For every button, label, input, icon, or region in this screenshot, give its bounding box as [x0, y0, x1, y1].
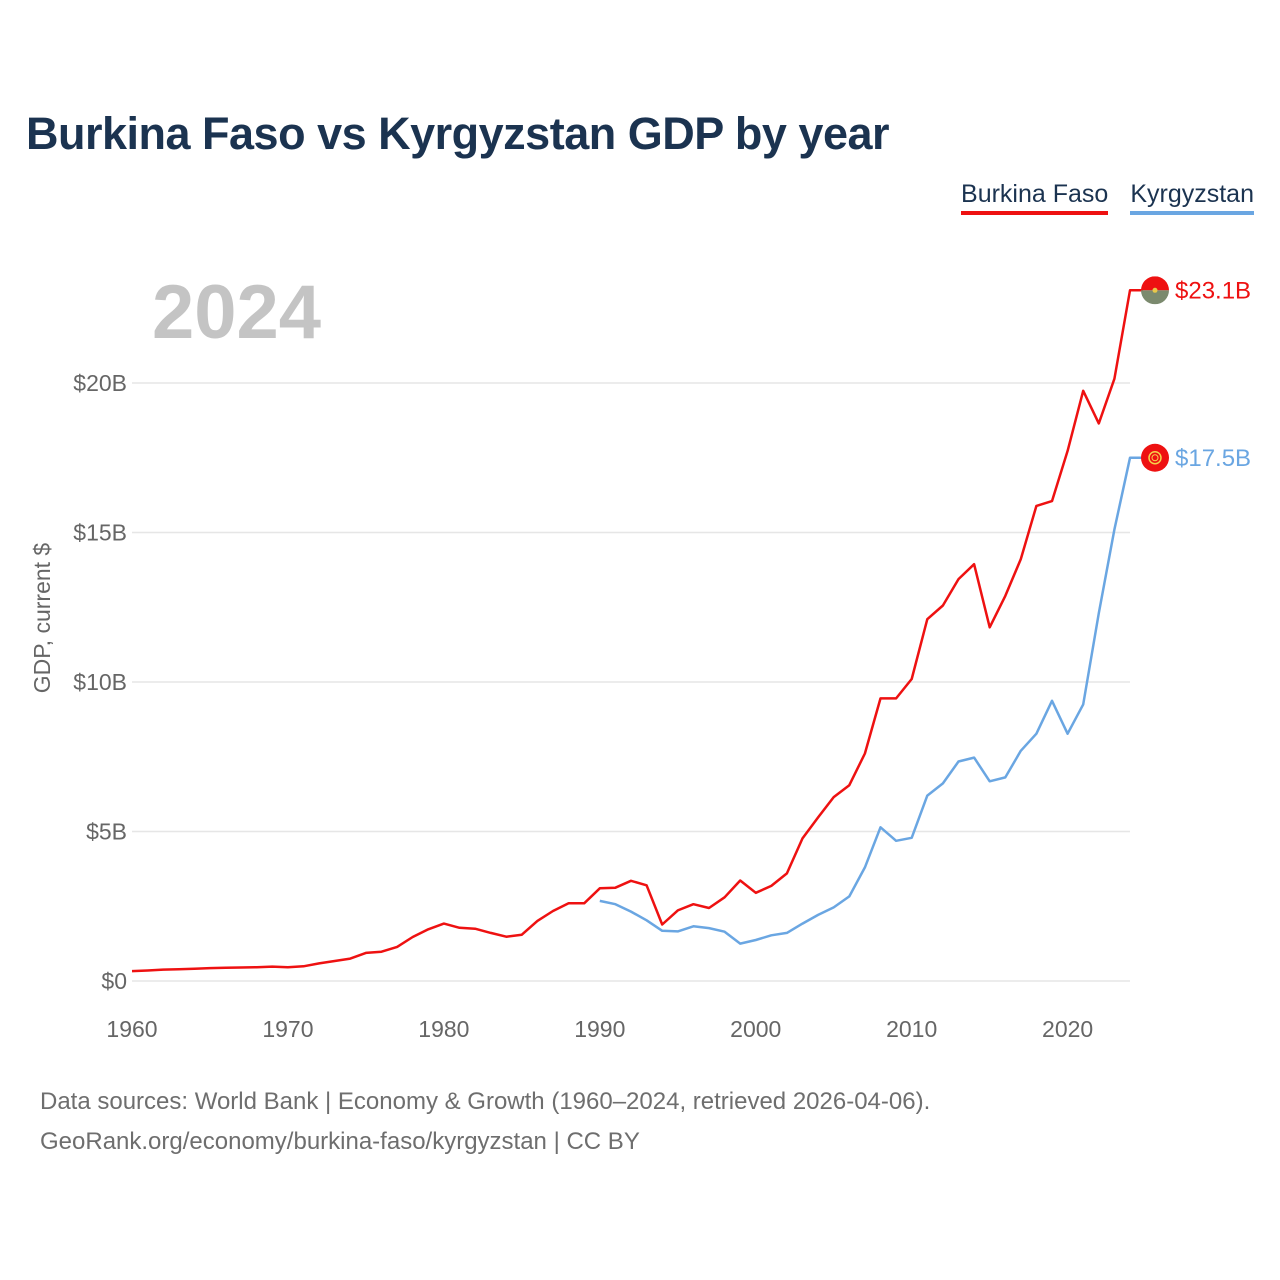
- x-tick-label: 1960: [106, 1016, 157, 1042]
- legend-item-kyrgyzstan[interactable]: Kyrgyzstan: [1130, 180, 1254, 215]
- y-tick-label: $0: [101, 968, 127, 994]
- x-tick-label: 2010: [886, 1016, 937, 1042]
- footer-link[interactable]: GeoRank.org/economy/burkina-faso/kyrgyzs…: [40, 1128, 640, 1155]
- x-tick-label: 2000: [730, 1016, 781, 1042]
- burkina-faso-flag-icon: [1141, 276, 1169, 305]
- kyrgyzstan-flag-icon: [1141, 443, 1169, 472]
- end-value-label-kyrgyzstan: $17.5B: [1175, 445, 1251, 472]
- x-tick-label: 2020: [1042, 1016, 1093, 1042]
- series-line-kyrgyzstan: [599, 456, 1143, 945]
- chart-legend: Burkina Faso Kyrgyzstan: [961, 180, 1254, 215]
- footer-sources: Data sources: World Bank | Economy & Gro…: [40, 1088, 931, 1115]
- y-axis-title: GDP, current $: [29, 543, 55, 694]
- legend-item-burkina-faso[interactable]: Burkina Faso: [961, 180, 1109, 215]
- footer: Data sources: World Bank | Economy & Gro…: [40, 1082, 930, 1162]
- x-tick-label: 1980: [418, 1016, 469, 1042]
- x-tick-label: 1990: [574, 1016, 625, 1042]
- end-value-label-burkina-faso: $23.1B: [1175, 277, 1251, 304]
- x-tick-label: 1970: [262, 1016, 313, 1042]
- year-overlay: 2024: [152, 270, 321, 355]
- y-tick-label: $10B: [73, 669, 127, 695]
- y-tick-label: $20B: [73, 370, 127, 396]
- y-tick-label: $5B: [86, 819, 127, 845]
- series-line-burkina-faso: [131, 289, 1143, 973]
- chart-title: Burkina Faso vs Kyrgyzstan GDP by year: [26, 108, 890, 159]
- y-tick-label: $15B: [73, 520, 127, 546]
